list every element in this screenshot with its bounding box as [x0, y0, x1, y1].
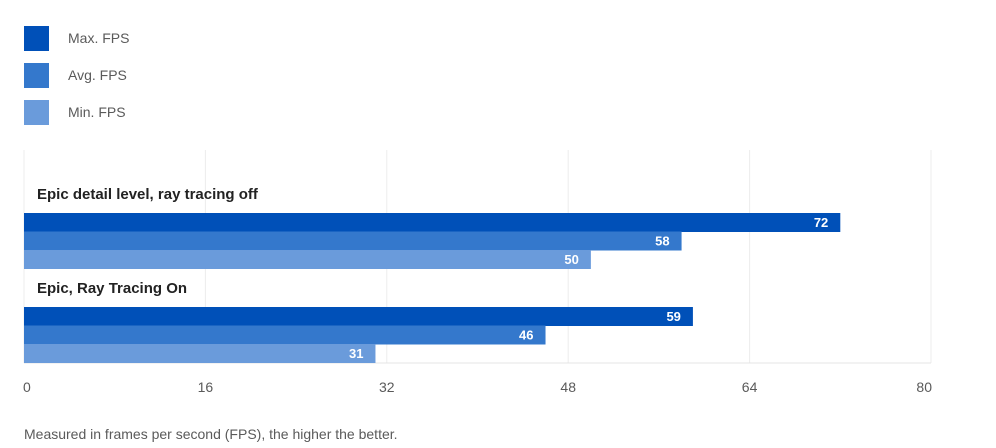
x-tick-label-16: 16 — [198, 379, 214, 395]
legend-swatch-avg-fps — [24, 62, 49, 88]
bar — [24, 231, 682, 251]
legend-label-avg-fps: Avg. FPS — [68, 67, 127, 83]
legend-swatch-max-fps — [24, 25, 49, 51]
x-tick-label-48: 48 — [560, 379, 576, 395]
bar — [24, 250, 591, 269]
x-tick-label-64: 64 — [742, 379, 758, 395]
legend-label-max-fps: Max. FPS — [68, 30, 130, 46]
bar — [24, 307, 693, 326]
bar-value-label: 58 — [655, 234, 669, 249]
legend-label-min-fps: Min. FPS — [68, 104, 126, 120]
bar-value-label: 46 — [519, 328, 533, 343]
x-tick-label-80: 80 — [916, 379, 932, 395]
legend-item-min-fps[interactable]: Min. FPS — [24, 99, 129, 125]
legend-item-avg-fps[interactable]: Avg. FPS — [24, 62, 129, 88]
legend: Max. FPS Avg. FPS Min. FPS — [24, 25, 129, 136]
chart-footnote: Measured in frames per second (FPS), the… — [24, 426, 398, 442]
bar-value-label: 72 — [814, 215, 828, 230]
category-label: Epic detail level, ray tracing off — [37, 186, 259, 203]
bar-value-label: 59 — [666, 309, 680, 324]
legend-item-max-fps[interactable]: Max. FPS — [24, 25, 129, 51]
x-tick-label-32: 32 — [379, 379, 395, 395]
bar — [24, 325, 546, 345]
bar — [24, 213, 841, 232]
bar-value-label: 31 — [349, 346, 363, 361]
legend-swatch-min-fps — [24, 99, 49, 125]
bar-value-label: 50 — [564, 252, 578, 267]
bar — [24, 344, 376, 363]
x-tick-label-0: 0 — [23, 379, 31, 395]
category-label: Epic, Ray Tracing On — [37, 280, 187, 297]
